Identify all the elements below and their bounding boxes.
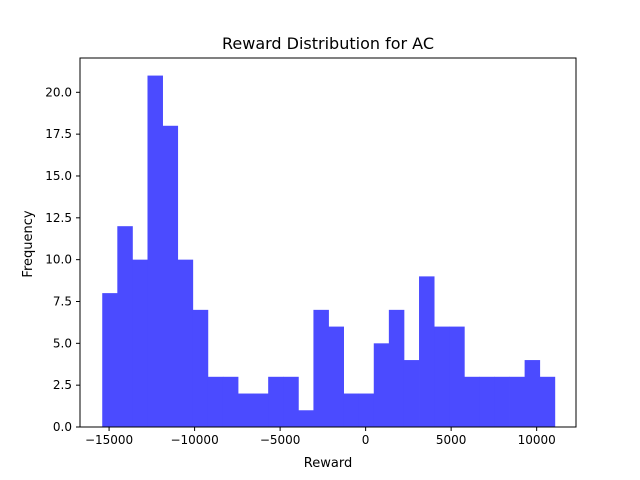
histogram-bar [313,309,329,427]
x-tick-label: −5000 [260,433,301,447]
histogram-bar [328,326,344,427]
histogram-bar [358,393,375,427]
histogram-bar [464,376,480,427]
y-tick-label: 7.5 [53,294,72,308]
histogram-bar [373,343,390,427]
histogram-bar [102,293,118,427]
histogram-bar [238,393,254,427]
histogram-bar [177,259,194,427]
y-tick-label: 0.0 [53,420,72,434]
histogram-bar [117,226,133,427]
x-tick-label: 5000 [436,433,467,447]
histogram-bar [388,309,405,427]
y-tick-label: 17.5 [45,127,72,141]
histogram-bar [449,326,465,427]
y-tick-label: 5.0 [53,336,72,350]
histogram-bar [132,259,148,427]
histogram-bar [162,125,179,427]
histogram-bar [434,326,450,427]
bars-group [102,75,556,428]
histogram-bar [419,276,435,427]
histogram-bar [539,376,556,427]
histogram-bar [524,360,541,427]
histogram-bar [479,376,495,427]
y-tick-label: 10.0 [45,253,72,267]
y-tick-label: 20.0 [45,85,72,99]
histogram-bar [283,376,299,427]
x-tick-label: 0 [362,433,370,447]
histogram-bar [222,376,239,427]
y-axis-ticks: 0.0 2.5 5.0 7.5 10.0 12.5 15.0 17.5 20.0 [45,85,80,434]
x-axis-ticks: −15000 −10000 −5000 0 5000 10000 [85,427,556,447]
histogram-bar [207,376,224,427]
histogram-bar [403,360,420,427]
x-tick-label: −15000 [85,433,133,447]
x-axis-label: Reward [304,456,352,471]
y-tick-label: 12.5 [45,211,72,225]
histogram-bar [509,376,526,427]
histogram-bar [343,393,360,427]
x-tick-label: −10000 [170,433,218,447]
histogram-bar [298,410,314,427]
histogram-bar [192,309,209,427]
histogram-bar [253,393,269,427]
histogram-bar [147,75,163,428]
histogram-bar [268,376,284,427]
y-tick-label: 15.0 [45,169,72,183]
y-tick-label: 2.5 [53,378,72,392]
histogram-bar [494,376,510,427]
y-axis-label: Frequency [21,210,36,277]
x-tick-label: 10000 [518,433,556,447]
chart-title: Reward Distribution for AC [222,34,434,53]
plot-frame [79,57,577,428]
